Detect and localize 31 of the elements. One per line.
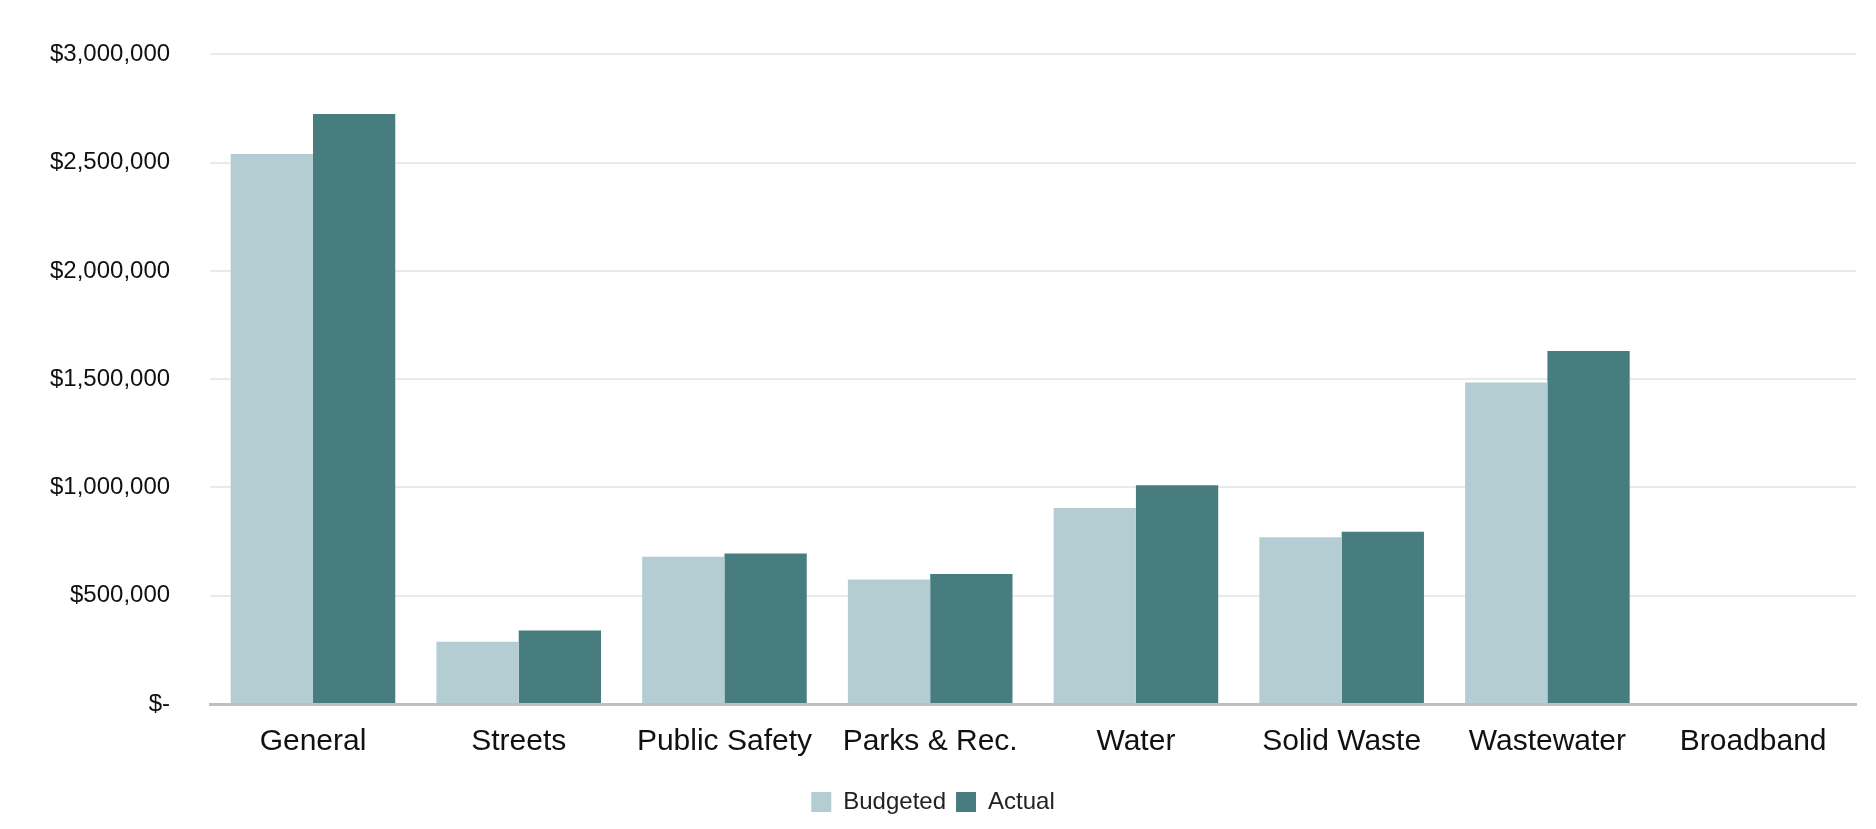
bar	[847, 579, 931, 703]
legend-label: Actual	[988, 786, 1055, 814]
bar	[1259, 537, 1342, 703]
bar	[518, 630, 602, 703]
bar	[230, 154, 313, 703]
y-tick-label: $1,500,000	[49, 363, 171, 391]
y-tick-label: $2,500,000	[49, 147, 171, 175]
y-tick-label: $1,000,000	[49, 472, 171, 500]
bar	[930, 574, 1013, 703]
bar	[436, 641, 519, 703]
bar	[1053, 508, 1136, 703]
x-tick-label: Parks & Rec.	[842, 723, 1018, 757]
legend-label: Budgeted	[843, 786, 947, 814]
y-tick-label: $3,000,000	[49, 39, 171, 67]
bar	[1465, 382, 1548, 703]
x-tick-label: Streets	[471, 723, 567, 757]
x-tick-label: Public Safety	[636, 723, 812, 757]
x-tick-label: Solid Waste	[1262, 723, 1422, 757]
bar	[312, 113, 396, 703]
x-tick-label: General	[259, 723, 367, 757]
bar	[1547, 351, 1630, 703]
y-tick-label: $2,000,000	[49, 255, 171, 283]
x-tick-label: Water	[1096, 723, 1176, 757]
bar	[1135, 485, 1219, 703]
bar	[724, 553, 807, 703]
x-tick-label: Wastewater	[1468, 723, 1627, 757]
y-tick-label: $-	[148, 688, 171, 716]
x-tick-label: Broadband	[1679, 723, 1827, 757]
y-tick-label: $500,000	[70, 580, 171, 608]
bar	[1341, 531, 1424, 703]
bar	[642, 556, 725, 703]
